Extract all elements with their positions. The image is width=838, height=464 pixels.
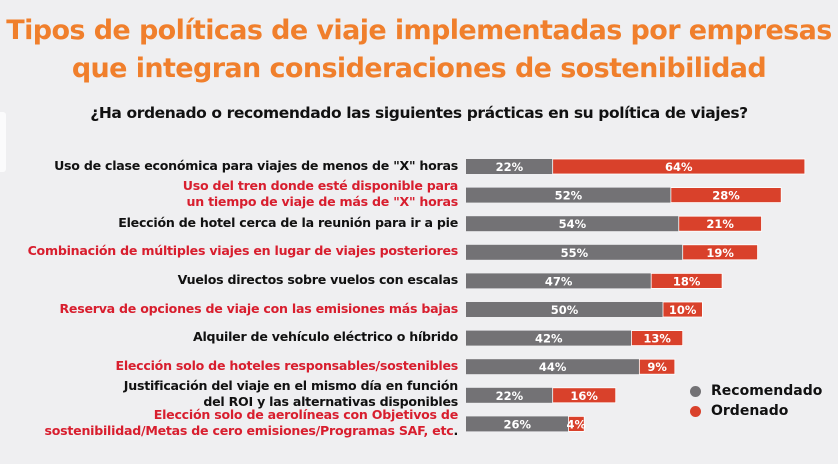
edge-panel [0,112,6,172]
bar-ordenado [662,301,703,318]
bar-recomendado [466,302,663,317]
data-label-recomendado: 50% [551,303,579,317]
legend: Recomendado Ordenado [690,381,822,421]
category-label-line: Alquiler de vehículo eléctrico o híbrido [192,329,458,345]
bar-recomendado [466,216,679,232]
chart-title: Tipos de políticas de viaje implementada… [0,12,838,88]
data-label-ordenado: 4% [567,417,587,431]
category-label: Elección solo de aerolíneas con Objetivo… [44,407,458,439]
category-label-line: Elección solo de hoteles responsables/so… [115,357,458,373]
bar-ordenado [638,358,676,375]
data-label-ordenado: 13% [643,332,671,346]
data-label-recomendado: 47% [545,274,573,288]
category-label: Reserva de opciones de viaje con las emi… [59,301,458,317]
data-label-recomendado: 55% [561,246,589,260]
bar-ordenado [670,187,782,204]
bar-ordenado [682,244,758,261]
bar-recomendado [466,273,652,289]
bar-recomendado [466,187,671,203]
bar-recomendado [466,330,632,346]
data-label-recomendado: 22% [496,160,524,174]
data-label-ordenado: 64% [665,160,693,174]
category-label: Elección solo de hoteles responsables/so… [115,358,458,374]
category-label-line: Reserva de opciones de viaje con las emi… [59,300,458,316]
category-label: Elección de hotel cerca de la reunión pa… [118,215,458,231]
category-label-line: Elección solo de aerolíneas con Objetivo… [153,406,459,422]
bar-ordenado [552,158,806,175]
category-label-line: un tiempo de viaje de más de "X" horas [186,194,459,210]
category-label: Uso del tren donde esté disponible para u… [183,178,458,210]
legend-dot-ordenado-icon [690,405,701,417]
legend-dot-recomendado-icon [690,385,701,397]
data-label-ordenado: 10% [669,303,697,317]
legend-item-recomendado: Recomendado [690,381,822,401]
category-label-line: Uso de clase económica para viajes de me… [54,157,458,173]
bar-recomendado [466,416,569,432]
data-label-ordenado: 18% [673,274,701,288]
category-label: Vuelos directos sobre vuelos con escalas [177,271,459,288]
data-label-recomendado: 44% [539,360,567,374]
category-label-line: del ROI y las alternativas disponibles [203,394,458,410]
data-label-ordenado: 28% [712,189,740,203]
legend-item-ordenado: Ordenado [690,401,822,421]
bar-ordenado [552,387,617,404]
data-label-ordenado: 9% [647,360,667,374]
data-label-recomendado: 52% [555,189,583,203]
data-label-ordenado: 19% [706,246,734,260]
data-label-recomendado: 54% [559,217,587,231]
category-label-line: Uso del tren donde esté disponible para [182,178,458,194]
data-label-ordenado: 16% [570,389,598,403]
bar-ordenado [678,215,762,232]
bar-recomendado [466,359,640,375]
data-label-ordenado: 21% [706,217,734,231]
chart-subtitle: ¿Ha ordenado o recomendado las siguiente… [90,104,748,122]
bar-recomendado [466,244,683,260]
category-label: Uso de clase económica para viajes de me… [54,158,458,174]
bar-recomendado [466,159,553,174]
legend-label-recomendado: Recomendado [711,383,823,399]
bar-recomendado [466,387,553,403]
category-label-line: Vuelos directos sobre vuelos con escalas [177,271,459,287]
category-label: Justificación del viaje en el mismo día … [124,378,458,410]
category-label-line: sostenibilidad/Metas de cero emisiones/P… [44,422,458,438]
bar-ordenado [650,272,723,289]
data-label-recomendado: 26% [503,417,531,431]
chart-title-line-2: que integran consideraciones de sostenib… [71,53,767,84]
category-label: Combinación de múltiples viajes en lugar… [27,243,459,259]
category-label-line: Justificación del viaje en el mismo día … [123,378,458,394]
category-label-line: Combinación de múltiples viajes en lugar… [27,243,459,259]
bar-ordenado [568,415,585,432]
category-label: Alquiler de vehículo eléctrico o híbrido [193,329,458,345]
chart-title-line-1: Tipos de políticas de viaje implementada… [6,15,832,46]
bar-ordenado [631,330,684,347]
data-label-recomendado: 22% [496,389,524,403]
data-label-recomendado: 42% [535,332,563,346]
legend-label-ordenado: Ordenado [711,403,789,419]
category-label-line: Elección de hotel cerca de la reunión pa… [118,214,458,230]
